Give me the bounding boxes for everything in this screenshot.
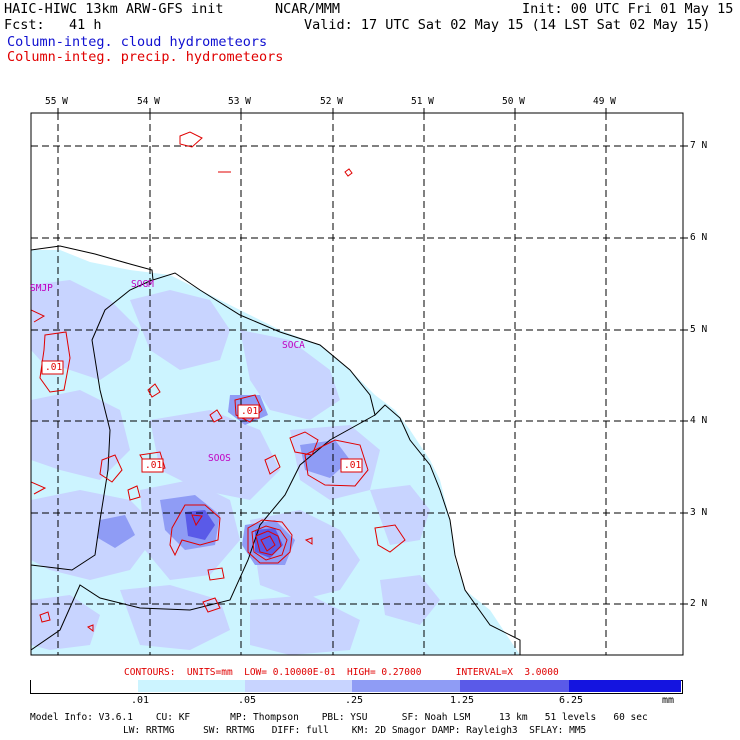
colorbar-tick: 1.25: [450, 695, 475, 706]
contour-label: .01: [241, 406, 259, 417]
cloud-field-label: Column-integ. cloud hydrometeors: [7, 34, 268, 50]
station-sogm: SOGM: [131, 279, 154, 290]
colorbar-cell: [245, 680, 353, 692]
colorbar-tick: .25: [345, 695, 364, 706]
lat-label-6n: 6 N: [690, 232, 708, 243]
colorbar-cell: [569, 680, 681, 692]
map-title: HAIC-HIWC 13km ARW-GFS init: [4, 1, 224, 17]
contour-info: CONTOURS: UNITS=mm LOW= 0.10000E-01 HIGH…: [124, 667, 559, 678]
lat-label-2n: 2 N: [690, 598, 708, 609]
contour-label: .01: [145, 460, 163, 471]
plot-frame: [30, 112, 684, 656]
coastline: [31, 245, 521, 655]
init-time: Init: 00 UTC Fri 01 May 15: [522, 1, 734, 17]
station-soca: SOCA: [282, 340, 305, 351]
colorbar-tick: 6.25: [559, 695, 584, 706]
contour-label-boxes: [41, 360, 363, 473]
lon-label-49w: 49 W: [593, 96, 616, 107]
forecast-hour: Fcst: 41 h: [4, 17, 102, 33]
map-org: NCAR/MMM: [275, 1, 341, 17]
colorbar-unit: mm: [662, 695, 675, 706]
precip-field-label: Column-integ. precip. hydrometeors: [7, 49, 284, 65]
station-smjp: SMJP: [30, 283, 53, 294]
lon-label-53w: 53 W: [228, 96, 251, 107]
valid-time: Valid: 17 UTC Sat 02 May 15 (14 LST Sat …: [304, 17, 711, 33]
lon-label-50w: 50 W: [502, 96, 525, 107]
station-soos: SOOS: [208, 453, 231, 464]
colorbar-tick: .05: [238, 695, 257, 706]
contour-label: .01: [344, 460, 362, 471]
lon-label-51w: 51 W: [411, 96, 434, 107]
contour-label: .01: [45, 362, 63, 373]
shaded-field: [31, 250, 520, 655]
colorbar-tick: .01: [131, 695, 150, 706]
lat-label-4n: 4 N: [690, 415, 708, 426]
lon-label-54w: 54 W: [137, 96, 160, 107]
lat-label-7n: 7 N: [690, 140, 708, 151]
colorbar-cell: [138, 680, 246, 692]
model-info-line1: Model Info: V3.6.1 CU: KF MP: Thompson P…: [30, 712, 648, 723]
lat-label-3n: 3 N: [690, 507, 708, 518]
model-info-line2: LW: RRTMG SW: RRTMG DIFF: full KM: 2D Sm…: [123, 725, 587, 736]
graticule: [31, 113, 683, 655]
tick-marks: [57, 108, 688, 605]
colorbar-cell: [460, 680, 570, 692]
lon-label-55w: 55 W: [45, 96, 68, 107]
colorbar-cell: [352, 680, 461, 692]
lon-label-52w: 52 W: [320, 96, 343, 107]
colorbar-cell: [31, 680, 139, 692]
lat-label-5n: 5 N: [690, 324, 708, 335]
